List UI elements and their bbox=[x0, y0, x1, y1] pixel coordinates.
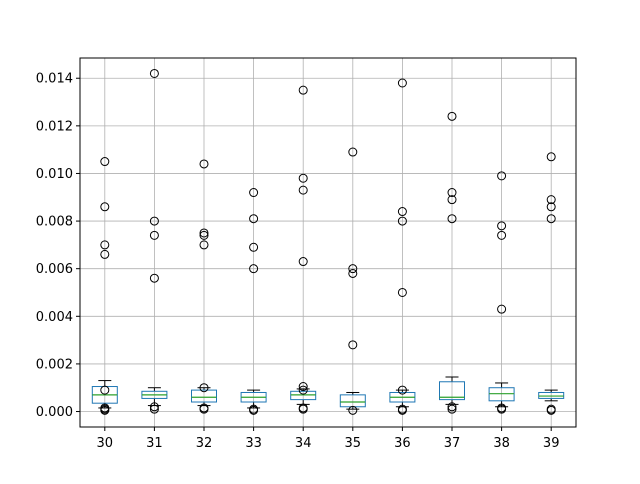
outlier-point bbox=[497, 404, 507, 414]
outlier-point bbox=[199, 230, 209, 240]
outlier-point bbox=[298, 85, 308, 95]
outlier-point bbox=[298, 185, 308, 195]
box-group-30 bbox=[91, 157, 118, 415]
outlier-point bbox=[100, 385, 110, 395]
iqr-box bbox=[191, 389, 217, 403]
outlier-point bbox=[100, 249, 110, 259]
x-tick-label: 30 bbox=[97, 436, 114, 451]
outlier-point bbox=[546, 202, 556, 212]
y-tick-label: 0.000 bbox=[36, 405, 73, 420]
outlier-point bbox=[447, 195, 457, 205]
outlier-point bbox=[348, 268, 358, 278]
y-tick-label: 0.006 bbox=[36, 262, 73, 277]
outlier-point bbox=[149, 402, 159, 412]
outlier-point bbox=[199, 228, 209, 238]
outlier-point bbox=[497, 230, 507, 240]
outlier-point bbox=[149, 273, 159, 283]
outlier-point bbox=[149, 68, 159, 78]
outlier-point bbox=[397, 216, 407, 226]
outlier-point bbox=[497, 171, 507, 181]
box-layer bbox=[91, 68, 565, 415]
outlier-point bbox=[546, 152, 556, 162]
outlier-point bbox=[497, 304, 507, 314]
outlier-point bbox=[348, 405, 358, 415]
outlier-point bbox=[447, 188, 457, 198]
outlier-point bbox=[199, 404, 209, 414]
outlier-point bbox=[447, 111, 457, 121]
outlier-point bbox=[199, 383, 209, 393]
outlier-point bbox=[249, 214, 259, 224]
outlier-point bbox=[249, 405, 259, 415]
y-tick-label: 0.010 bbox=[36, 167, 73, 182]
outlier-point bbox=[149, 230, 159, 240]
outlier-point bbox=[447, 404, 457, 414]
iqr-box bbox=[439, 381, 465, 401]
y-tick-label: 0.004 bbox=[36, 310, 73, 325]
grid-layer bbox=[80, 58, 576, 427]
outlier-point bbox=[100, 157, 110, 167]
y-tick-label: 0.008 bbox=[36, 215, 73, 230]
outlier-point bbox=[397, 385, 407, 395]
box-group-33 bbox=[240, 188, 267, 415]
outlier-point bbox=[397, 78, 407, 88]
box-group-32 bbox=[191, 159, 217, 414]
outlier-point bbox=[546, 195, 556, 205]
x-tick-label: 37 bbox=[444, 436, 461, 451]
box-group-39 bbox=[538, 152, 565, 415]
outlier-point bbox=[149, 216, 159, 226]
outlier-point bbox=[100, 240, 110, 250]
plot-frame bbox=[79, 57, 577, 428]
outlier-point bbox=[100, 202, 110, 212]
x-tick-label: 34 bbox=[295, 436, 312, 451]
box-group-38 bbox=[488, 171, 515, 414]
box-group-36 bbox=[389, 78, 416, 415]
outlier-point bbox=[348, 147, 358, 157]
box-group-35 bbox=[339, 147, 366, 415]
x-tick-label: 38 bbox=[493, 436, 510, 451]
x-tick-label: 35 bbox=[345, 436, 362, 451]
outlier-point bbox=[397, 287, 407, 297]
outlier-point bbox=[298, 385, 308, 395]
y-tick-label: 0.012 bbox=[36, 119, 73, 134]
y-tick-label: 0.014 bbox=[36, 72, 73, 87]
outlier-point bbox=[298, 404, 308, 414]
outlier-point bbox=[397, 405, 407, 415]
y-tick-label: 0.002 bbox=[36, 357, 73, 372]
outlier-point bbox=[249, 242, 259, 252]
outlier-point bbox=[149, 404, 159, 414]
outlier-point bbox=[249, 264, 259, 274]
x-tick-label: 31 bbox=[146, 436, 163, 451]
outlier-point bbox=[447, 402, 457, 412]
outlier-point bbox=[546, 405, 556, 415]
outlier-point bbox=[497, 221, 507, 231]
outlier-point bbox=[100, 405, 110, 415]
outlier-point bbox=[298, 382, 308, 392]
outlier-point bbox=[348, 264, 358, 274]
outlier-point bbox=[348, 340, 358, 350]
box-group-31 bbox=[141, 68, 168, 414]
outlier-point bbox=[199, 240, 209, 250]
x-tick-label: 32 bbox=[196, 436, 213, 451]
outlier-point bbox=[298, 173, 308, 183]
outlier-point bbox=[397, 207, 407, 217]
x-tick-label: 39 bbox=[543, 436, 560, 451]
outlier-point bbox=[447, 214, 457, 224]
outlier-point bbox=[199, 159, 209, 169]
outlier-point bbox=[546, 214, 556, 224]
outlier-point bbox=[298, 257, 308, 267]
x-tick-label: 36 bbox=[394, 436, 411, 451]
outlier-point bbox=[249, 188, 259, 198]
box-group-34 bbox=[290, 85, 317, 414]
box-group-37 bbox=[439, 111, 465, 414]
x-tick-label: 33 bbox=[245, 436, 262, 451]
axis-layer: 0.000 0.002 0.004 0.006 0.008 0.010 0.012 0.014… bbox=[36, 57, 577, 451]
